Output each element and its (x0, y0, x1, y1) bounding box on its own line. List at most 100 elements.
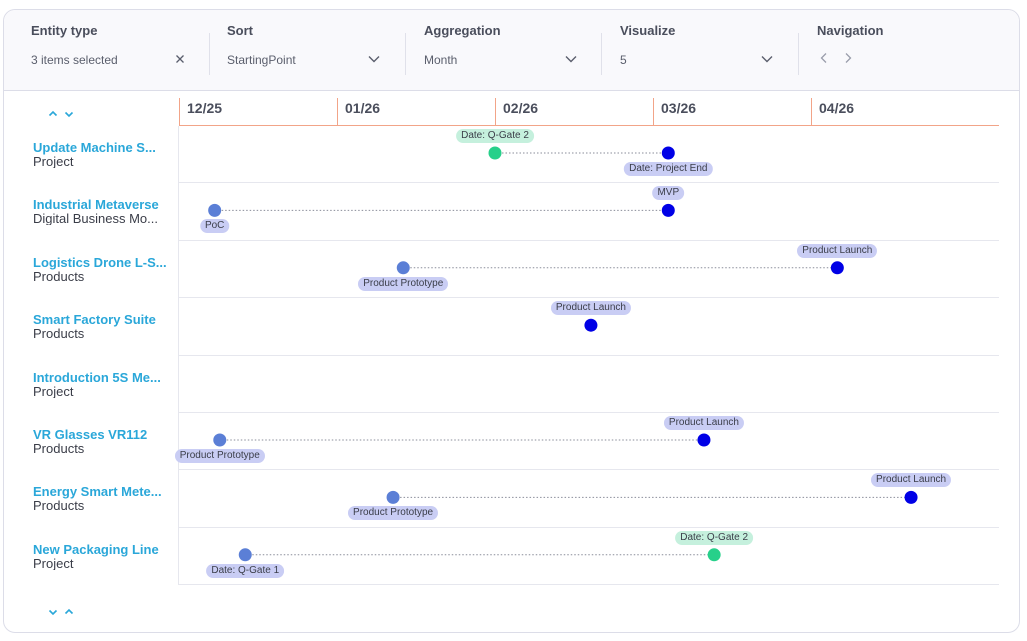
milestone-label: Product Prototype (348, 506, 439, 521)
milestone-label: Date: Q-Gate 2 (456, 129, 534, 143)
filter-title: Visualize (620, 23, 676, 38)
sort-toggle-top (48, 106, 74, 124)
milestone-dot[interactable] (488, 146, 502, 160)
row-divider (179, 584, 999, 586)
milestone-dot[interactable] (707, 548, 721, 562)
entity-name-link[interactable]: Introduction 5S Me... (33, 370, 161, 385)
month-label: 12/25 (179, 98, 222, 126)
milestone-dot[interactable] (208, 203, 222, 217)
milestone-label: Product Launch (550, 301, 631, 316)
filter-navigation: Navigation (817, 10, 937, 91)
milestone-label: PoC (199, 219, 230, 234)
entity-name-link[interactable]: Logistics Drone L-S... (33, 255, 167, 270)
filter-value: Month (424, 53, 458, 67)
entity-name-link[interactable]: Update Machine S... (33, 141, 156, 155)
filter-aggregation[interactable]: Aggregation Month (424, 10, 594, 91)
row-labels: Update Machine S... Project Industrial M… (4, 126, 179, 586)
milestone-label: Product Launch (797, 243, 878, 258)
timeline-body: 12/25 01/26 02/26 03/26 04/26 Update Mac… (4, 92, 1019, 632)
row-divider (179, 469, 999, 471)
filter-value: 5 (620, 53, 627, 67)
sort-toggle-bottom (48, 604, 74, 622)
milestone-dot[interactable] (904, 490, 918, 504)
entity-type: Products (33, 327, 85, 341)
entity-name-link[interactable]: Energy Smart Mete... (33, 485, 162, 500)
milestone-label: MVP (652, 186, 685, 201)
row-label: Smart Factory Suite Products (4, 298, 178, 355)
month-label: 03/26 (653, 98, 696, 126)
entity-type: Project (33, 155, 74, 168)
milestone-label: Date: Q-Gate 1 (206, 563, 285, 578)
entity-type: Project (33, 556, 74, 570)
milestone-dot[interactable] (238, 548, 252, 562)
filter-title: Sort (227, 23, 253, 38)
chevron-down-icon[interactable] (759, 51, 775, 67)
row-divider (179, 526, 999, 528)
row-label: Industrial Metaverse Digital Business Mo… (4, 183, 178, 240)
chevron-left-icon[interactable] (816, 50, 832, 66)
milestone-dot[interactable] (697, 433, 711, 447)
chevron-up-icon[interactable] (64, 604, 74, 622)
entity-type: Products (33, 499, 85, 513)
row-divider (179, 354, 999, 356)
milestone-label: Product Launch (663, 416, 744, 430)
divider (798, 33, 799, 75)
row-label: VR Glasses VR112 Products (4, 413, 178, 470)
entity-name-link[interactable]: Smart Factory Suite (33, 313, 156, 328)
chevron-down-icon[interactable] (563, 51, 579, 67)
row-label: Introduction 5S Me... Project (4, 356, 178, 413)
timeline-panel: Entity type 3 items selected Sort Starti… (3, 9, 1020, 633)
divider (601, 33, 602, 75)
milestone-dot[interactable] (584, 318, 598, 332)
entity-name-link[interactable]: VR Glasses VR112 (33, 427, 148, 442)
row-divider (179, 412, 999, 413)
row-label: New Packaging Line Project (4, 528, 178, 585)
chevron-right-icon[interactable] (840, 50, 856, 66)
filter-value: 3 items selected (31, 53, 118, 67)
timeline-chart: Date: Q-Gate 2 Date: Project End PoC MVP Pro… (174, 126, 999, 586)
chevron-up-icon[interactable] (48, 106, 58, 124)
row-label: Logistics Drone L-S... Products (4, 241, 178, 298)
month-label: 04/26 (811, 98, 854, 126)
filter-title: Aggregation (424, 23, 501, 38)
milestone-label: Product Prototype (174, 449, 265, 463)
milestone-label: Product Launch (871, 473, 952, 488)
entity-type: Digital Business Mo... (33, 212, 158, 226)
chevron-down-icon[interactable] (64, 106, 74, 124)
chevron-down-icon[interactable] (366, 51, 382, 67)
entity-type: Products (33, 269, 85, 283)
close-icon[interactable] (172, 51, 188, 67)
divider (209, 33, 210, 75)
milestone-dot[interactable] (213, 433, 227, 447)
row-divider (179, 239, 999, 241)
filter-value: StartingPoint (227, 53, 296, 67)
milestone-dot[interactable] (661, 203, 675, 217)
milestone-dot[interactable] (396, 261, 410, 275)
timeline-header: 12/25 01/26 02/26 03/26 04/26 (179, 98, 999, 126)
milestone-label: Date: Project End (624, 162, 713, 176)
filter-title: Navigation (817, 23, 884, 38)
month-label: 02/26 (495, 98, 538, 126)
entity-type: Project (33, 384, 74, 398)
milestone-label: Date: Q-Gate 2 (675, 530, 754, 545)
filter-bar: Entity type 3 items selected Sort Starti… (4, 10, 1019, 91)
milestone-dot[interactable] (386, 490, 400, 504)
milestone-dot[interactable] (830, 261, 844, 275)
divider (405, 33, 406, 75)
row-divider (179, 297, 999, 299)
row-label: Energy Smart Mete... Products (4, 470, 178, 527)
filter-sort[interactable]: Sort StartingPoint (227, 10, 397, 91)
milestone-label: Product Prototype (358, 276, 449, 291)
filter-title: Entity type (31, 23, 98, 38)
entity-name-link[interactable]: Industrial Metaverse (33, 198, 159, 213)
entity-type: Products (33, 441, 85, 455)
filter-visualize[interactable]: Visualize 5 (620, 10, 790, 91)
chevron-down-icon[interactable] (48, 604, 58, 622)
milestone-dot[interactable] (661, 146, 675, 160)
row-label: Update Machine S... Project (4, 126, 178, 183)
filter-entity-type[interactable]: Entity type 3 items selected (31, 10, 201, 91)
entity-name-link[interactable]: New Packaging Line (33, 542, 159, 557)
timeline-svg (208, 146, 918, 562)
month-label: 01/26 (337, 98, 380, 126)
row-divider (179, 182, 999, 184)
